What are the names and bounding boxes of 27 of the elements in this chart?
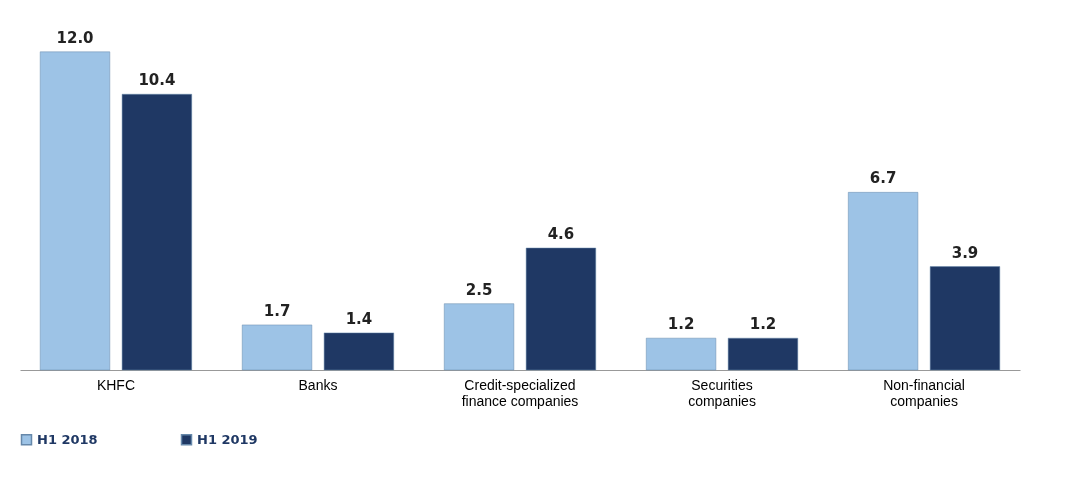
bar xyxy=(727,337,799,371)
data-label: 3.9 xyxy=(951,243,979,262)
data-label: 1.4 xyxy=(345,309,373,328)
bar xyxy=(39,51,111,371)
data-label: 1.2 xyxy=(749,315,777,334)
bar xyxy=(443,303,515,371)
x-tick-label: Banks xyxy=(298,376,338,393)
data-label: 1.2 xyxy=(667,315,695,334)
data-label: 1.7 xyxy=(263,301,291,320)
bar xyxy=(848,192,919,371)
bar xyxy=(241,324,313,371)
x-tick-label: KHFC xyxy=(96,376,136,393)
bar xyxy=(525,247,597,371)
data-label: 4.6 xyxy=(547,225,575,244)
x-tick-label: Credit-specialized finance companies xyxy=(461,376,579,409)
bar xyxy=(646,337,717,371)
data-label: 6.7 xyxy=(869,169,897,188)
data-label: 2.5 xyxy=(465,280,493,299)
legend-label: H1 2019 xyxy=(197,431,258,447)
data-label: 12.0 xyxy=(56,28,94,47)
bar xyxy=(323,332,394,371)
x-tick-label: Securities companies xyxy=(688,376,756,409)
bar xyxy=(121,93,192,371)
bar xyxy=(929,266,1001,371)
legend-label: H1 2018 xyxy=(37,431,98,447)
x-tick-label: Non-financial companies xyxy=(883,376,965,409)
data-label: 10.4 xyxy=(138,71,176,90)
